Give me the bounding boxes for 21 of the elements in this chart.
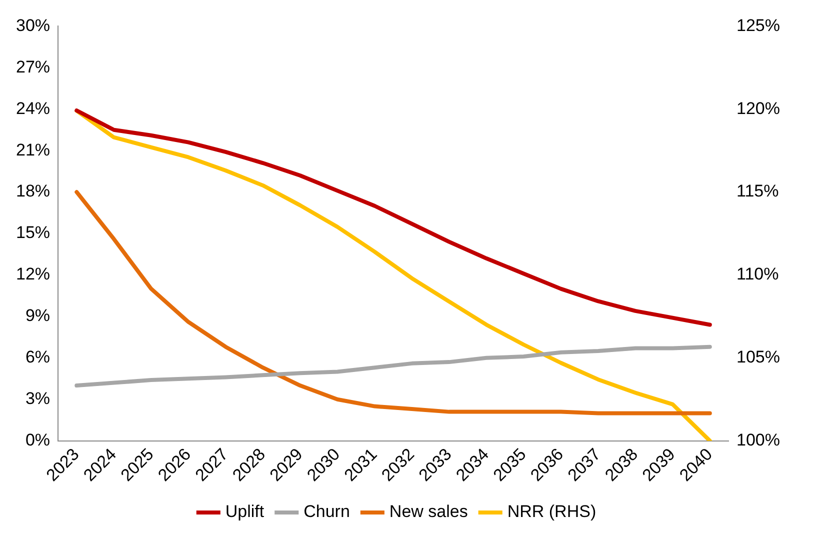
y-tick-label: 30% [16,16,50,35]
y2-tick-label: 100% [736,430,780,450]
y-tick-label: 24% [16,98,50,118]
legend-label: New sales [389,502,468,522]
y2-tick-label: 110% [736,264,779,284]
y2-tick-label: 125% [736,16,780,35]
y-tick-label: 6% [25,348,50,367]
legend-label: Churn [304,502,350,522]
y2-tick-label: 120% [736,98,780,118]
legend-label: Uplift [225,502,264,522]
y-tick-label: 27% [16,57,50,76]
y-tick-label: 18% [16,182,50,201]
y-tick-label: 3% [25,389,50,408]
y-tick-label: 12% [16,264,50,284]
legend-label: NRR (RHS) [507,502,596,522]
y2-tick-label: 115% [736,182,779,201]
y-tick-label: 15% [16,223,50,242]
y-tick-label: 0% [25,430,50,450]
y-tick-label: 21% [16,140,50,160]
y2-tick-label: 105% [736,348,780,367]
y-tick-label: 9% [25,306,50,326]
